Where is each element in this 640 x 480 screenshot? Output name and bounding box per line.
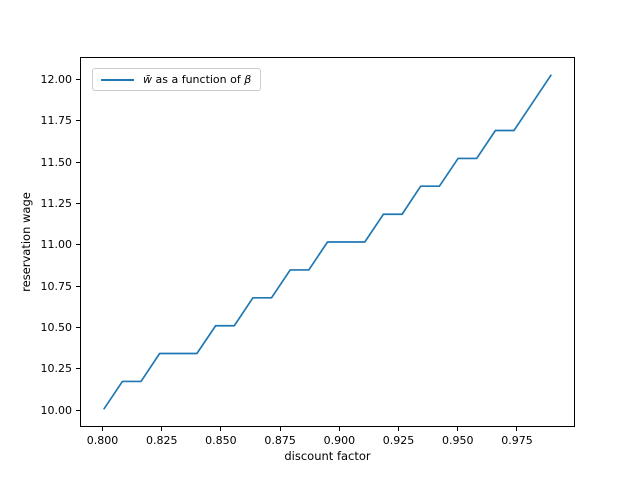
x-tick-mark [457, 427, 459, 431]
y-tick-label: 11.25 [40, 196, 73, 210]
y-tick-label: 12.00 [40, 72, 73, 86]
y-tick-mark [76, 120, 80, 122]
legend: w̄ as a function of β [92, 68, 262, 91]
x-tick-label: 0.925 [382, 434, 415, 447]
x-tick-mark [102, 427, 103, 431]
x-tick-mark [398, 427, 400, 431]
x-tick-label: 0.950 [442, 434, 474, 447]
y-tick-label: 11.75 [40, 114, 73, 128]
y-tick-label: 10.75 [40, 279, 73, 293]
x-tick-label: 0.900 [323, 434, 356, 447]
legend-label-wbar: w̄ [143, 73, 152, 86]
y-tick-mark [76, 161, 80, 163]
y-tick-mark [76, 78, 80, 80]
y-tick-mark [76, 285, 80, 287]
x-tick-mark [161, 427, 163, 431]
x-tick-label: 0.850 [205, 434, 237, 447]
y-tick-mark [76, 409, 80, 411]
x-tick-label: 0.975 [501, 434, 533, 447]
y-tick-mark [76, 368, 80, 370]
x-tick-mark [220, 427, 222, 431]
y-tick-mark [76, 326, 80, 328]
legend-line-sample [101, 78, 134, 81]
x-tick-label: 0.825 [145, 434, 178, 447]
x-axis-label: discount factor [284, 449, 371, 463]
legend-label: w̄ as a function of β [143, 73, 251, 86]
x-tick-mark [279, 427, 281, 431]
y-tick-mark [76, 244, 80, 246]
x-tick-mark [338, 427, 340, 431]
legend-label-middle: as a function of [152, 73, 245, 86]
reservation-wage-line [103, 74, 552, 410]
y-tick-label: 11.00 [40, 238, 73, 252]
y-tick-label: 11.50 [40, 155, 73, 169]
x-tick-label: 0.875 [264, 434, 296, 447]
y-tick-label: 10.50 [40, 320, 73, 334]
legend-label-beta: β [244, 73, 252, 86]
line-series-svg [103, 74, 552, 410]
y-tick-mark [76, 202, 80, 204]
y-tick-label: 10.00 [40, 403, 73, 417]
plot-area: w̄ as a function of β [80, 57, 575, 427]
y-tick-label: 10.25 [40, 362, 73, 376]
x-tick-mark [516, 427, 518, 431]
x-tick-label: 0.800 [86, 434, 119, 447]
